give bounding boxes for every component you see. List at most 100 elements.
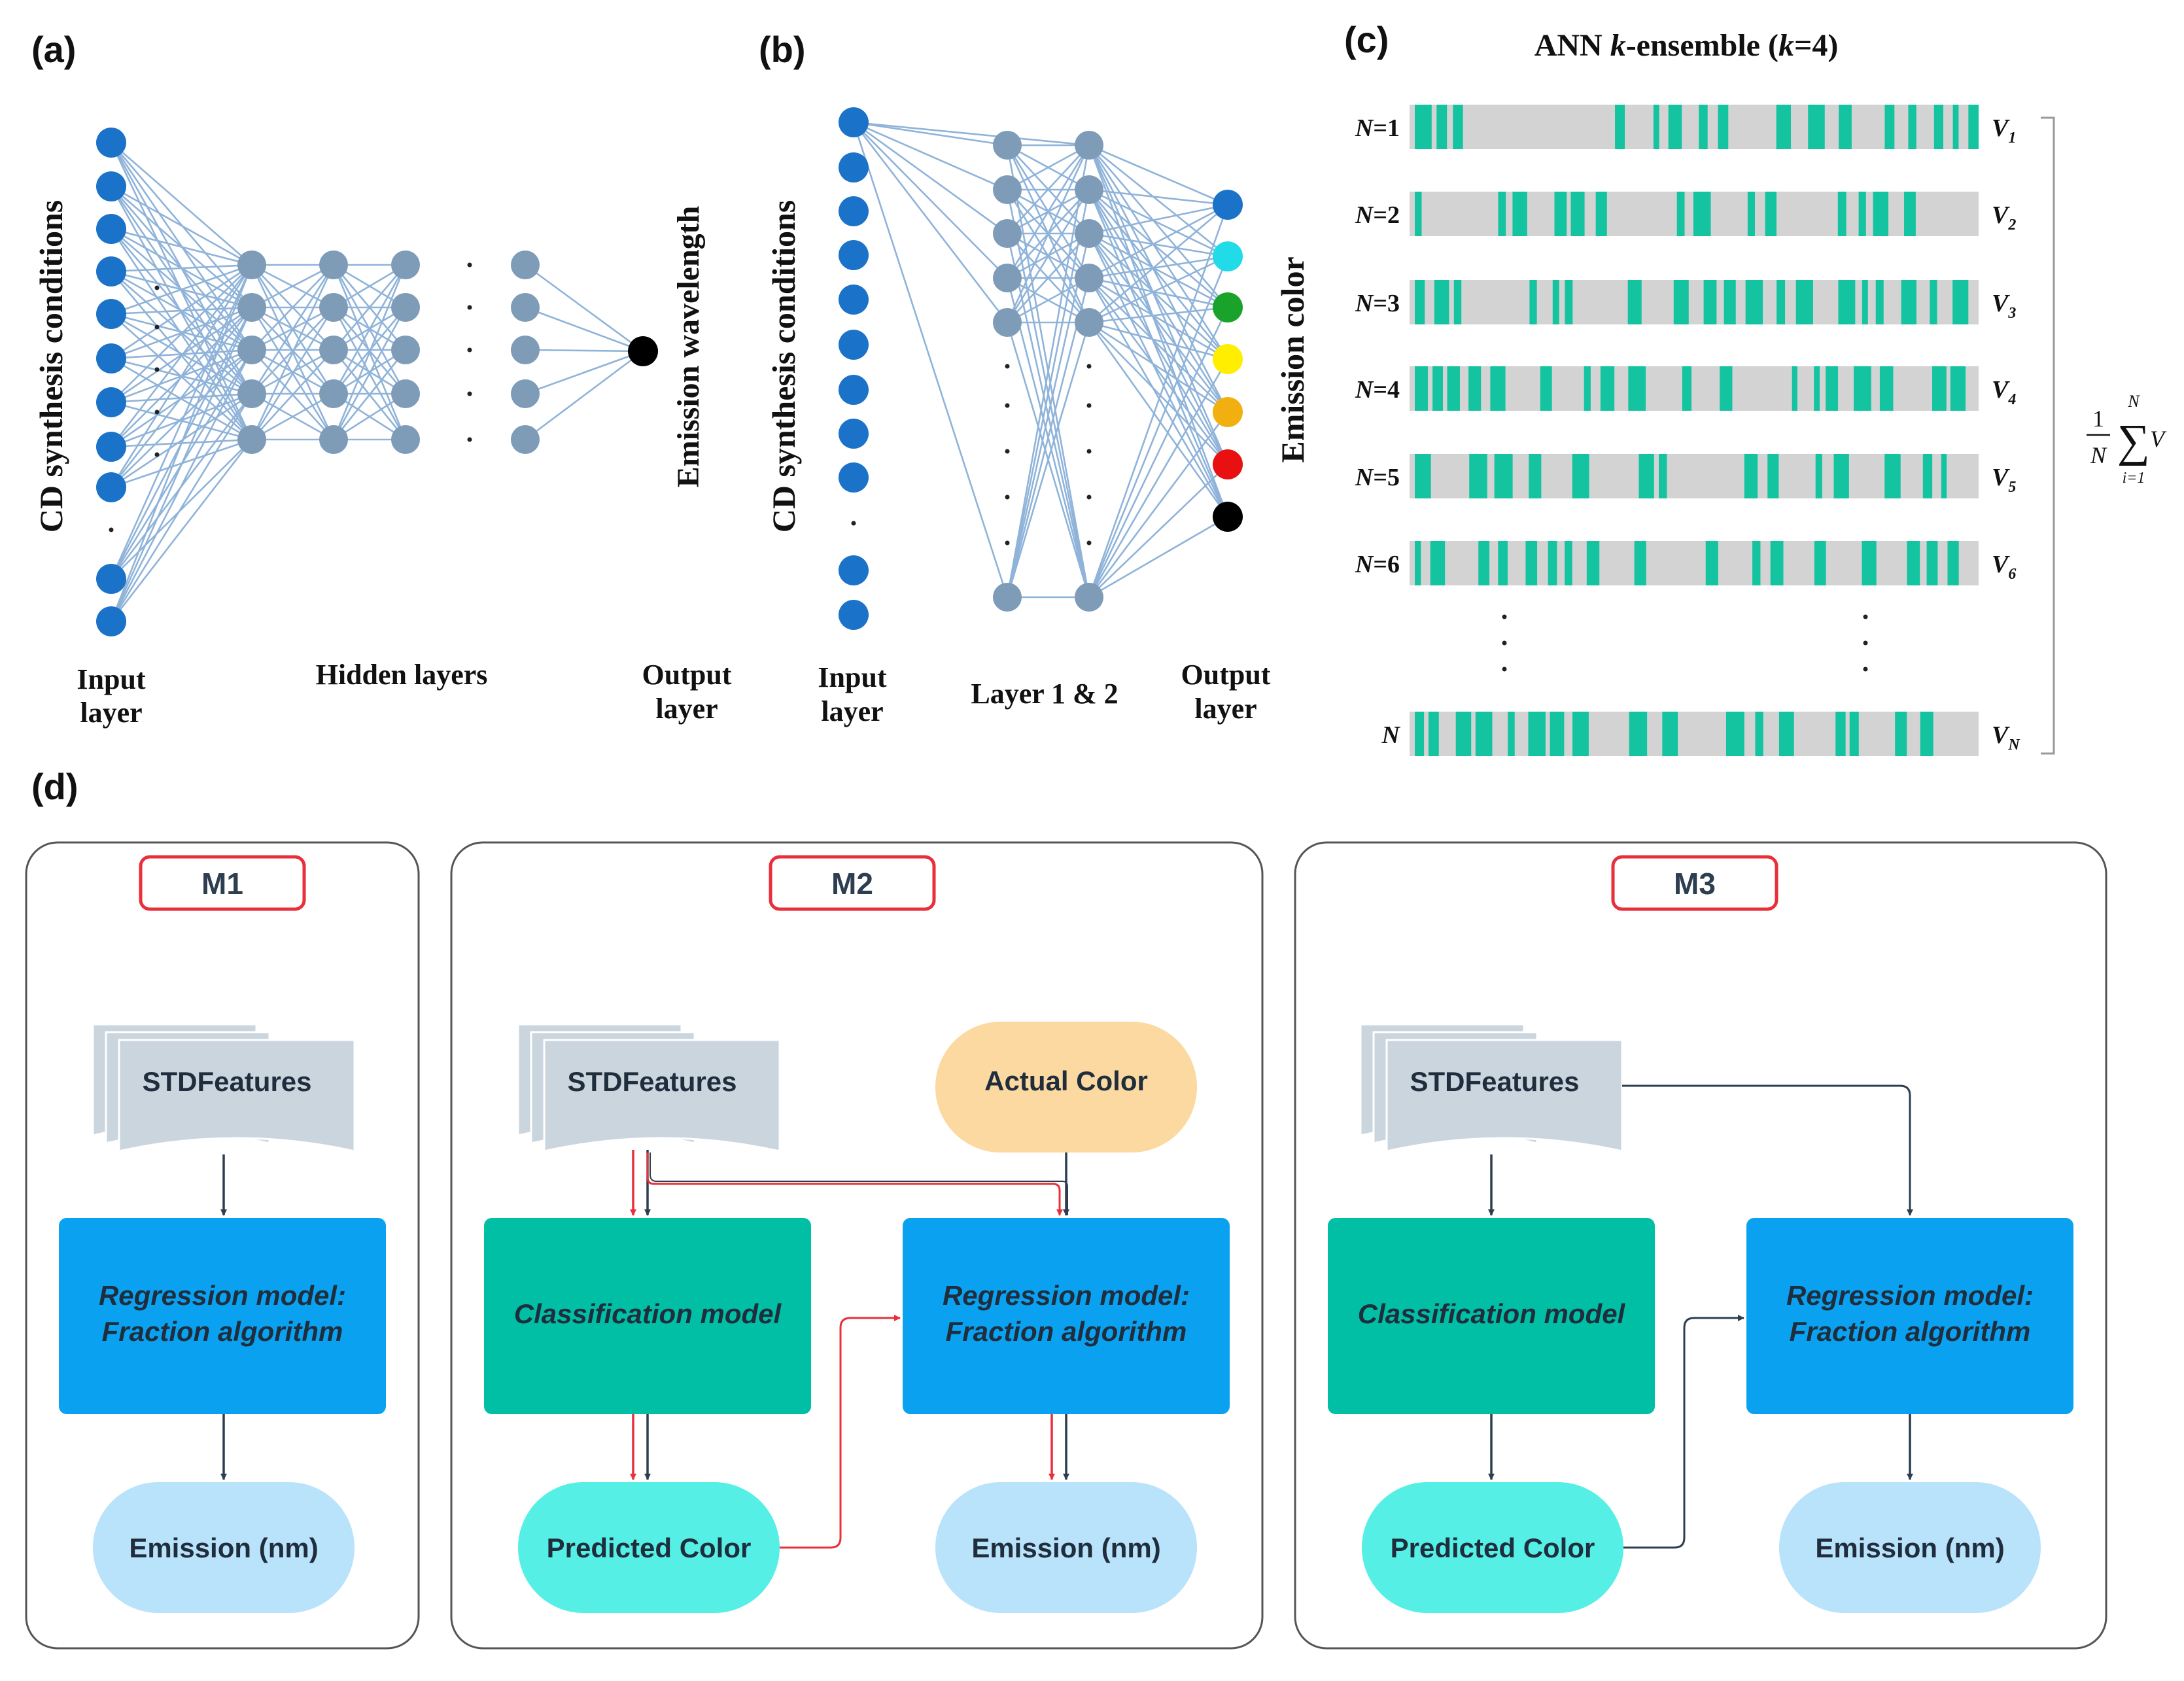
hidden-node xyxy=(511,293,540,322)
ensemble-row: N VN xyxy=(1381,712,2020,756)
connection xyxy=(1088,189,1229,517)
document-stack-icon xyxy=(92,1023,356,1152)
hidden-node xyxy=(993,308,1022,337)
output-color-node xyxy=(1213,292,1243,322)
connection xyxy=(1088,203,1228,279)
hidden-node xyxy=(511,336,540,364)
ellipsis-dot xyxy=(154,324,160,330)
connection xyxy=(1088,189,1229,413)
m2-emission-label: Emission (nm) xyxy=(971,1533,1160,1563)
ensemble-stripe xyxy=(1718,105,1729,149)
hidden-node xyxy=(319,379,348,408)
m1-regression-line1: Regression model: xyxy=(99,1280,346,1311)
connection xyxy=(1088,306,1228,324)
m3-predicted-label: Predicted Color xyxy=(1391,1533,1595,1563)
connection xyxy=(1007,144,1090,191)
connection xyxy=(853,121,1008,191)
ensemble-stripe xyxy=(1724,280,1736,324)
connection xyxy=(1088,204,1229,598)
hidden-node xyxy=(993,583,1022,612)
output-color-node xyxy=(1213,344,1243,374)
ensemble-stripe xyxy=(1570,192,1585,236)
connection xyxy=(111,439,252,580)
connection xyxy=(1006,277,1090,598)
ensemble-stripe xyxy=(1947,541,1959,585)
connection xyxy=(1088,307,1229,598)
panel-b-output-axis: Emission color xyxy=(1274,256,1311,462)
ensemble-stripe xyxy=(1873,192,1889,236)
panel-a-output-axis: Emission wavelength xyxy=(671,206,706,488)
ensemble-stripe xyxy=(1884,105,1895,149)
input-node xyxy=(839,462,869,493)
connection xyxy=(1088,322,1228,465)
ensemble-stripe xyxy=(1512,192,1527,236)
ensemble-stripe xyxy=(1884,454,1901,498)
ensemble-bar-bg xyxy=(1410,105,1979,149)
panel-b-output-layer-2: layer xyxy=(1194,693,1257,725)
ensemble-stripe xyxy=(1478,541,1490,585)
input-node xyxy=(96,214,126,244)
connection xyxy=(332,349,407,440)
connection xyxy=(852,122,1009,598)
ensemble-ellipsis-right xyxy=(1863,614,1868,672)
connection xyxy=(111,264,252,360)
ensemble-stripe xyxy=(1922,454,1933,498)
ellipsis-dot xyxy=(467,262,472,268)
ensemble-stripe xyxy=(1550,712,1565,756)
ensemble-stripe xyxy=(1415,105,1432,149)
m2-actual-color-box xyxy=(935,1022,1197,1152)
formula-numerator: 1 xyxy=(2092,406,2104,432)
ensemble-bar-bg xyxy=(1410,712,1979,756)
panel-a-nodes xyxy=(96,128,658,636)
hidden-node xyxy=(237,336,266,364)
output-color-node xyxy=(1213,449,1243,479)
connection xyxy=(1088,144,1228,206)
panel-a-input-layer-1: Input xyxy=(77,663,146,695)
ensemble-stripe xyxy=(1673,280,1689,324)
ensemble-stripe xyxy=(1901,280,1916,324)
connection xyxy=(1088,232,1228,309)
ensemble-stripe xyxy=(1862,541,1877,585)
input-node xyxy=(96,606,126,636)
connection xyxy=(251,264,335,440)
input-node xyxy=(96,432,126,462)
input-node xyxy=(96,343,126,373)
connection xyxy=(1088,233,1229,413)
m3-regression-line1: Regression model: xyxy=(1786,1280,2034,1311)
connection xyxy=(1088,203,1228,235)
ensemble-stripe xyxy=(1705,541,1718,585)
m1-title-box xyxy=(139,855,306,911)
ensemble-stripe xyxy=(1508,712,1515,756)
ensemble-stripe xyxy=(1837,192,1846,236)
panel-b-label: (b) xyxy=(759,29,806,70)
connection xyxy=(1006,233,1090,598)
ensemble-row: N=2 V2 xyxy=(1355,192,2016,236)
m1-regression-line2: Fraction algorithm xyxy=(102,1316,343,1347)
model-m1: M1 STDFeatures Regression model: Fractio… xyxy=(25,841,420,1650)
ensemble-stripe xyxy=(1455,712,1472,756)
input-node xyxy=(839,375,869,405)
ensemble-stripe xyxy=(1615,105,1625,149)
arrow-icon xyxy=(646,1152,1063,1216)
hidden-node xyxy=(511,251,540,279)
input-node xyxy=(96,299,126,329)
m3-regression-line2: Fraction algorithm xyxy=(1790,1316,2031,1347)
ensemble-stripe xyxy=(1415,712,1425,756)
connection xyxy=(525,264,644,353)
ensemble-bracket xyxy=(2041,116,2055,755)
ensemble-stripe xyxy=(1745,280,1763,324)
ensemble-stripe xyxy=(1747,192,1755,236)
ensemble-stripe xyxy=(1629,712,1648,756)
ensemble-stripe xyxy=(1498,541,1508,585)
ensemble-stripe xyxy=(1529,454,1542,498)
hidden-node xyxy=(993,219,1022,248)
connection xyxy=(1088,145,1229,360)
ensemble-stripe xyxy=(1895,712,1907,756)
ensemble-row-v: V1 xyxy=(1992,114,2016,147)
connection xyxy=(1088,255,1228,324)
sum-icon: ∑ xyxy=(2117,416,2150,466)
ensemble-stripe xyxy=(1638,454,1654,498)
formula-denominator: N xyxy=(2090,442,2107,468)
ellipsis-dot xyxy=(467,347,472,353)
